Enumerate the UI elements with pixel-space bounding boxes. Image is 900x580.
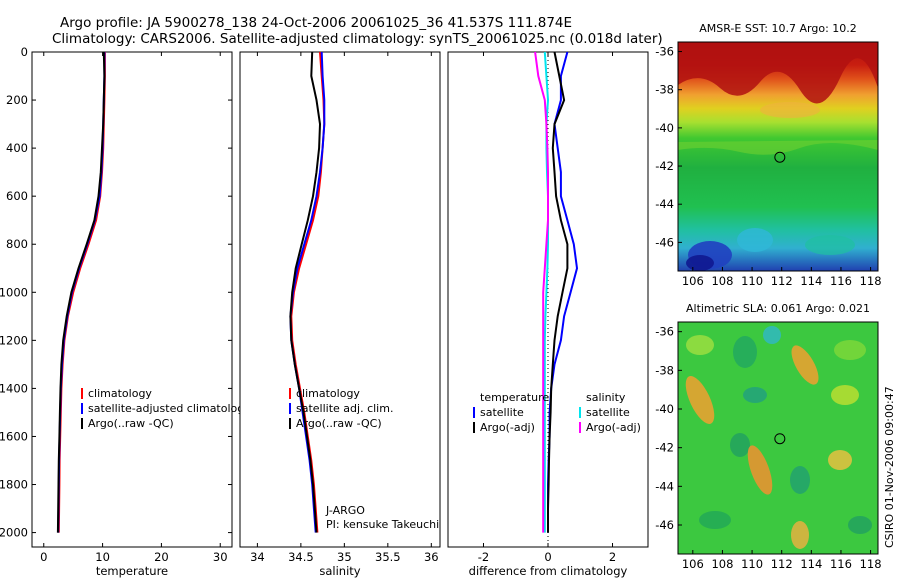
x-tick-label: 116: [830, 557, 852, 571]
x-tick-label: 30: [213, 550, 228, 564]
x-tick-label: 114: [800, 274, 822, 288]
x-tick-label: 35.5: [375, 550, 401, 564]
legend-label: Argo(..raw -QC): [296, 417, 382, 430]
sst-map: [677, 41, 879, 272]
y-tick-label: 400: [6, 141, 28, 155]
x-axis-label: temperature: [96, 564, 168, 578]
x-tick-label: 34: [250, 550, 265, 564]
figure-title-line1: Argo profile: JA 5900278_138 24-Oct-2006…: [60, 15, 572, 31]
legend-label: Argo(-adj): [480, 421, 535, 434]
legend-label: satellite: [586, 406, 630, 419]
annotation-text: PI: kensuke Takeuchi: [326, 518, 439, 531]
map-title: Altimetric SLA: 0.061 Argo: 0.021: [686, 302, 870, 315]
y-tick-label: 1400: [0, 381, 28, 395]
x-tick-label: -2: [478, 550, 489, 564]
x-tick-label: 0: [544, 550, 551, 564]
x-tick-label: 20: [154, 550, 169, 564]
y-tick-label: -46: [655, 518, 674, 532]
y-tick-label: 1800: [0, 478, 28, 492]
series-line-argo-raw-qc-: [56, 51, 106, 533]
y-tick-label: 1200: [0, 333, 28, 347]
x-tick-label: 108: [711, 274, 733, 288]
legend-title-temperature: temperature: [480, 391, 549, 404]
x-tick-label: 112: [771, 557, 793, 571]
legend-label: satellite adj. clim.: [296, 402, 393, 415]
plot-frame: [239, 51, 441, 548]
x-tick-label: 106: [682, 557, 704, 571]
legend-title-salinity: salinity: [586, 391, 626, 404]
legend-label: Argo(..raw -QC): [88, 417, 174, 430]
x-tick-label: 114: [800, 557, 822, 571]
y-tick-label: -36: [655, 325, 674, 339]
profile-panels: 0 10 20 30020040060080010001200140016001800…: [0, 45, 649, 578]
x-tick-label: 106: [682, 274, 704, 288]
series-line-temperature-argo-adj-: [547, 51, 569, 533]
y-tick-label: 1000: [0, 285, 28, 299]
plot-frame: [31, 51, 233, 548]
y-tick-label: 800: [6, 237, 28, 251]
x-tick-label: 110: [741, 274, 763, 288]
x-tick-label: 108: [711, 557, 733, 571]
panel-temperature: 0 10 20 30 0 200 400 600 800 1000 1200 1400 1600 1800…: [0, 45, 251, 578]
argo-location-marker: [774, 433, 786, 445]
y-tick-label: 1600: [0, 429, 28, 443]
sst-texture: [678, 42, 878, 271]
map-axes-sst: AMSR-E SST: 10.7 Argo: 10.2 106 108 110 112 1…: [655, 22, 881, 288]
x-axis-label: difference from climatology: [469, 564, 628, 578]
legend-label: satellite-adjusted climatology: [88, 402, 251, 415]
x-tick-label: 112: [771, 274, 793, 288]
x-tick-label: 0: [40, 550, 47, 564]
x-tick-label: 35: [337, 550, 352, 564]
credit-text: CSIRO 01-Nov-2006 09:00:47: [883, 386, 896, 548]
legend-label: climatology: [296, 387, 360, 400]
y-tick-label: -38: [655, 83, 674, 97]
x-tick-label: 110: [741, 557, 763, 571]
x-tick-label: 36: [424, 550, 439, 564]
y-tick-label: 600: [6, 189, 28, 203]
y-tick-label: -38: [655, 363, 674, 377]
sla-map: [677, 321, 879, 555]
y-tick-label: -44: [655, 197, 674, 211]
x-axis-label: salinity: [319, 564, 360, 578]
figure-title-line2: Climatology: CARS2006. Satellite-adjuste…: [52, 31, 663, 47]
y-tick-label: 2000: [0, 526, 28, 540]
y-tick-label: 0: [21, 45, 28, 59]
x-tick-label: 10: [95, 550, 110, 564]
sla-texture: [685, 326, 872, 549]
x-tick-label: 2: [609, 550, 616, 564]
legend-label: climatology: [88, 387, 152, 400]
y-tick-label: -42: [655, 159, 674, 173]
annotation-text: J-ARGO: [325, 504, 365, 517]
y-tick-label: -40: [655, 402, 674, 416]
map-title: AMSR-E SST: 10.7 Argo: 10.2: [699, 22, 857, 35]
panel-salinity: 34 34.5 35 35.5 36 salinity climatology satelli…: [239, 51, 441, 578]
map-axes-sla: Altimetric SLA: 0.061 Argo: 0.021 106 108 1…: [655, 302, 881, 571]
x-tick-label: 118: [860, 557, 882, 571]
x-tick-label: 116: [830, 274, 852, 288]
y-tick-label: -40: [655, 121, 674, 135]
y-tick-label: -36: [655, 45, 674, 59]
y-tick-label: -42: [655, 441, 674, 455]
legend-label: Argo(-adj): [586, 421, 641, 434]
x-tick-label: 34.5: [288, 550, 314, 564]
map-axes: AMSR-E SST: 10.7 Argo: 10.2 106 108 110 112 1…: [655, 22, 881, 571]
y-tick-label: -44: [655, 479, 674, 493]
series-line-argo-raw-qc-: [289, 51, 322, 533]
x-tick-label: 118: [860, 274, 882, 288]
y-tick-label: -46: [655, 235, 674, 249]
argo-location-marker: [774, 151, 786, 163]
legend-label: satellite: [480, 406, 524, 419]
series-line-salinity-argo-adj-: [534, 51, 549, 533]
y-tick-label: 200: [6, 93, 28, 107]
